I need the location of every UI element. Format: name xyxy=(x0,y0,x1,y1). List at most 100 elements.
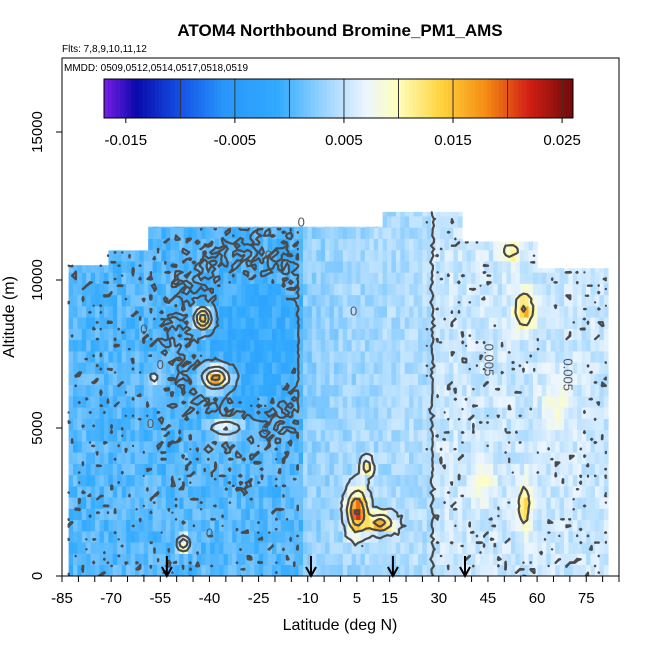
heat-cell xyxy=(307,384,313,397)
heat-cell xyxy=(214,497,220,509)
heat-cell xyxy=(134,351,140,363)
heat-cell xyxy=(227,261,233,273)
heat-cell xyxy=(422,396,428,408)
heat-cell xyxy=(493,452,498,464)
heat-cell xyxy=(369,519,375,532)
heat-cell xyxy=(475,373,481,386)
heat-cell xyxy=(223,384,229,397)
heat-cell xyxy=(134,328,140,341)
heat-cell xyxy=(515,351,521,363)
heat-cell xyxy=(245,294,251,307)
heat-cell xyxy=(263,553,268,566)
heat-cell xyxy=(524,564,529,576)
heat-cell xyxy=(276,328,282,341)
heat-cell xyxy=(294,283,299,296)
heat-cell xyxy=(205,418,211,431)
heat-cell xyxy=(373,441,379,453)
heat-cell xyxy=(342,261,348,273)
heat-cell xyxy=(130,272,136,284)
heat-cell xyxy=(603,351,609,363)
heat-cell xyxy=(134,553,140,566)
heat-cell xyxy=(457,362,463,374)
heat-cell xyxy=(603,452,609,464)
heat-cell xyxy=(413,486,419,498)
heat-cell xyxy=(422,211,428,217)
colorbar-segment xyxy=(506,79,511,118)
heat-cell xyxy=(555,452,560,464)
heat-cell xyxy=(493,241,498,251)
heat-cell xyxy=(413,351,419,363)
heat-cell xyxy=(369,362,375,374)
heat-cell xyxy=(471,486,476,498)
heat-cell xyxy=(249,497,255,509)
heat-cell xyxy=(581,463,587,476)
heat-cell xyxy=(232,283,237,296)
heat-cell xyxy=(369,373,375,386)
heat-cell xyxy=(276,272,282,284)
heat-cell xyxy=(413,508,419,521)
heat-cell xyxy=(555,441,560,453)
heat-cell xyxy=(112,373,118,386)
heat-cell xyxy=(117,553,122,566)
heat-cell xyxy=(426,238,432,251)
heat-cell xyxy=(320,407,326,419)
heat-cell xyxy=(112,418,118,431)
heat-cell xyxy=(134,396,140,408)
heat-cell xyxy=(298,396,304,408)
heat-cell xyxy=(594,283,600,296)
heat-cell xyxy=(117,497,122,509)
heat-cell xyxy=(103,486,109,498)
heat-cell xyxy=(351,497,357,509)
heat-cell xyxy=(555,351,560,363)
heat-cell xyxy=(121,497,127,509)
heat-cell xyxy=(413,272,419,284)
sample-marker-arrow xyxy=(459,566,471,579)
heat-cell xyxy=(307,441,313,453)
heat-cell xyxy=(409,407,414,419)
heat-cell xyxy=(391,216,397,228)
heat-cell xyxy=(541,531,547,543)
heat-cell xyxy=(418,328,423,341)
heat-cell xyxy=(210,339,215,352)
heat-cell xyxy=(148,497,153,509)
heat-cell xyxy=(188,226,193,228)
heat-cell xyxy=(382,373,388,386)
heat-cell xyxy=(170,362,176,374)
colorbar-segment xyxy=(205,79,210,118)
heat-cell xyxy=(134,542,140,554)
heat-cell xyxy=(285,328,291,341)
heat-cell xyxy=(338,396,344,408)
heat-cell xyxy=(201,339,206,352)
heat-cell xyxy=(440,294,445,307)
heat-cell xyxy=(590,564,596,576)
heat-cell xyxy=(440,441,445,453)
heat-cell xyxy=(320,317,326,329)
heat-cell xyxy=(449,362,454,374)
heat-cell xyxy=(73,486,78,498)
heat-cell xyxy=(130,407,136,419)
heat-cell xyxy=(594,339,600,352)
heat-cell xyxy=(387,283,392,296)
heat-cell xyxy=(325,396,330,408)
heat-cell xyxy=(466,407,472,419)
heat-cell xyxy=(241,373,246,386)
heat-cell xyxy=(581,339,587,352)
heat-cell xyxy=(289,373,295,386)
heat-cell xyxy=(307,362,313,374)
heat-cell xyxy=(502,306,507,318)
heat-cell xyxy=(276,564,282,576)
heat-cell xyxy=(533,497,538,509)
heat-cell xyxy=(196,226,202,228)
heat-cell xyxy=(112,486,118,498)
heat-cell xyxy=(329,553,335,566)
heat-cell xyxy=(95,542,100,554)
heat-cell xyxy=(387,211,392,217)
heat-cell xyxy=(351,384,357,397)
heat-cell xyxy=(170,339,176,352)
heat-cell xyxy=(108,508,114,521)
heat-cell xyxy=(360,407,366,419)
heat-cell xyxy=(183,351,189,363)
heat-cell xyxy=(223,564,229,576)
heat-cell xyxy=(488,474,494,487)
heat-cell xyxy=(387,508,392,521)
